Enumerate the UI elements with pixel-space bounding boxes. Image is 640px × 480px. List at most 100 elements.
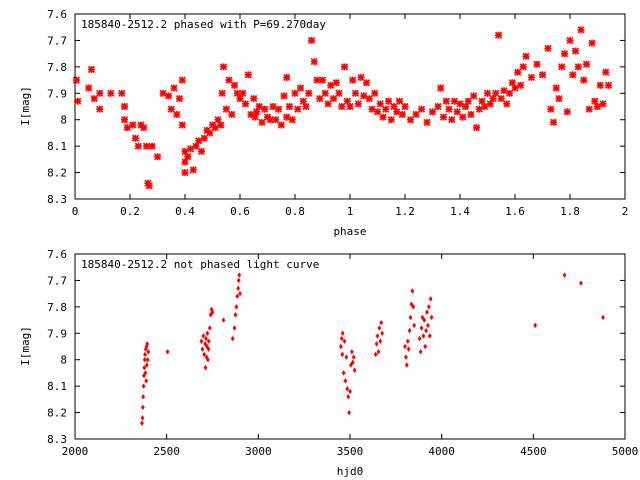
- phased-data-point: [247, 110, 255, 118]
- unphased-data-point: [417, 335, 422, 342]
- phased-data-point: [251, 113, 259, 121]
- unphased-chart-title: 185840-2512.2 not phased light curve: [81, 258, 319, 271]
- phased-x-tick-label: 1.4: [450, 205, 470, 218]
- unphased-data-point: [237, 272, 242, 278]
- unphased-data-point: [352, 367, 357, 374]
- unphased-y-tick-label: 7.9: [47, 327, 67, 340]
- phased-data-point: [368, 105, 376, 113]
- unphased-data-point: [423, 343, 428, 350]
- phased-data-point: [472, 124, 481, 132]
- phased-data-point: [90, 95, 98, 103]
- unphased-data-point: [206, 338, 211, 344]
- phased-data-point: [261, 105, 269, 113]
- phased-data-point: [173, 110, 181, 118]
- phased-data-point: [434, 102, 442, 111]
- phased-data-point: [274, 105, 283, 113]
- phased-data-point: [547, 105, 555, 113]
- phased-data-point: [294, 105, 302, 113]
- phased-data-point: [148, 142, 156, 150]
- phased-data-point: [340, 63, 349, 71]
- phased-data-point: [96, 105, 104, 113]
- unphased-data-point: [347, 409, 351, 416]
- phased-data-point: [277, 121, 285, 129]
- phased-data-point: [549, 118, 558, 126]
- phased-x-tick-label: 0.8: [285, 205, 305, 218]
- unphased-data-point: [421, 333, 426, 339]
- phased-data-point: [453, 108, 461, 116]
- phased-data-point: [560, 50, 569, 58]
- phased-data-point: [120, 116, 129, 124]
- phased-data-point: [145, 182, 153, 190]
- phased-data-point: [258, 118, 266, 126]
- phased-data-point: [503, 100, 511, 108]
- unphased-data-point: [380, 330, 384, 337]
- unphased-data-point: [339, 335, 344, 342]
- phased-y-tick-label: 8.1: [47, 140, 67, 153]
- phased-data-point: [181, 158, 189, 166]
- unphased-data-point: [348, 388, 352, 395]
- unphased-data-point: [404, 362, 409, 368]
- unphased-axis-ticks: 2000 2500 3000 3500 4000 4500 5000 7.6 7.7 7.8 7.9…: [47, 248, 638, 458]
- unphased-data-point: [426, 304, 431, 310]
- unphased-data-point: [202, 351, 207, 358]
- phased-data-point: [87, 65, 96, 74]
- phased-data-point: [211, 124, 219, 132]
- phased-data-point: [599, 100, 607, 108]
- phased-data-point: [313, 76, 321, 84]
- phased-data-point: [74, 97, 82, 105]
- phased-data-point: [489, 95, 497, 103]
- unphased-data-point: [233, 312, 238, 318]
- phased-y-axis-label: I[mag]: [19, 86, 32, 126]
- phased-data-point: [266, 116, 274, 124]
- phased-data-point: [255, 102, 263, 111]
- phased-data-point: [189, 166, 197, 174]
- unphased-data-point: [379, 319, 384, 326]
- phased-y-tick-label: 8: [60, 114, 67, 127]
- phased-x-tick-label: 0.2: [120, 205, 140, 218]
- unphased-data-point: [205, 330, 210, 337]
- phased-data-point: [200, 134, 208, 142]
- phased-data-point: [252, 108, 261, 116]
- unphased-data-point: [405, 338, 410, 344]
- phased-data-point: [571, 47, 580, 55]
- phased-data-point: [272, 116, 280, 124]
- phased-data-point: [164, 92, 173, 100]
- unphased-x-tick-label: 3500: [337, 445, 364, 458]
- phased-data-point: [305, 89, 313, 97]
- phased-x-tick-label: 0.6: [230, 205, 250, 218]
- unphased-data-point: [142, 356, 147, 363]
- phased-data-point: [456, 100, 464, 108]
- phased-data-point: [437, 84, 445, 92]
- unphased-data-point: [533, 322, 538, 329]
- phased-data-point: [558, 63, 566, 71]
- unphased-data-point: [406, 346, 411, 352]
- phased-data-point: [373, 108, 382, 116]
- unphased-x-axis-label: hjd0: [337, 465, 364, 478]
- phased-data-point: [494, 31, 503, 39]
- phased-data-point: [192, 142, 200, 150]
- phased-y-tick-label: 7.6: [47, 8, 67, 21]
- phased-data-point: [362, 79, 371, 87]
- phased-x-tick-label: 1: [347, 205, 354, 218]
- unphased-data-point: [342, 338, 347, 344]
- unphased-data-point: [140, 415, 145, 421]
- unphased-data-point: [201, 333, 206, 339]
- phased-data-point: [142, 142, 151, 150]
- phased-x-axis-label: phase: [333, 225, 366, 238]
- phased-data-point: [464, 97, 472, 105]
- phased-data-point: [233, 89, 241, 97]
- phased-data-point: [170, 84, 178, 92]
- unphased-y-axis-label: I[mag]: [19, 326, 32, 366]
- phased-data-point: [269, 102, 277, 111]
- unphased-x-tick-label: 5000: [612, 445, 639, 458]
- phased-data-point: [134, 142, 142, 150]
- unphased-y-tick-label: 8: [60, 354, 67, 367]
- phased-data-point: [343, 97, 351, 105]
- unphased-data-point: [345, 386, 350, 392]
- unphased-data-point: [340, 351, 345, 358]
- unphased-data-point: [206, 356, 210, 363]
- phased-data-point: [596, 81, 604, 89]
- phased-data-point: [445, 105, 453, 113]
- unphased-data-point: [429, 314, 434, 321]
- unphased-data-point: [165, 349, 170, 355]
